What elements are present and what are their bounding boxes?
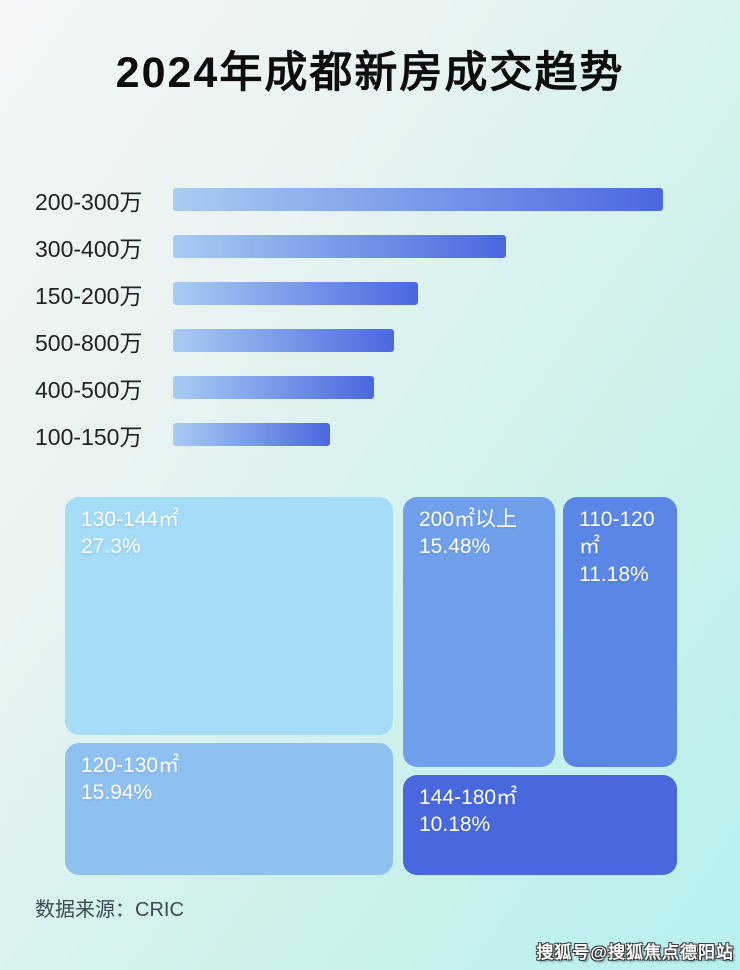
bar-track: [173, 329, 663, 352]
treemap-block-120-130: 120-130㎡ 15.94%: [65, 743, 393, 875]
bar-row: 500-800万: [35, 317, 705, 364]
treemap-block-144-180: 144-180㎡ 10.18%: [403, 775, 677, 875]
treemap-block-label: 130-144㎡: [81, 508, 180, 531]
treemap-block-110-120: 110-120㎡ 11.18%: [563, 497, 677, 767]
bar-category-label: 300-400万: [35, 235, 143, 262]
bar-row: 150-200万: [35, 270, 705, 317]
area-share-treemap: 130-144㎡ 27.3% 120-130㎡ 15.94% 200㎡以上 15…: [65, 497, 677, 875]
treemap-block-label: 144-180㎡: [419, 786, 518, 809]
bar-track: [173, 376, 663, 399]
bar-category-label: 100-150万: [35, 423, 143, 450]
bar-row: 100-150万: [35, 411, 705, 458]
page-title: 2024年成都新房成交趋势: [115, 49, 625, 97]
bar-100-150: [173, 423, 330, 446]
treemap-block-value: 27.3%: [81, 535, 141, 559]
bar-row: 400-500万: [35, 364, 705, 411]
bar-category-label: 150-200万: [35, 282, 143, 309]
bar-150-200: [173, 282, 418, 305]
bar-track: [173, 188, 663, 211]
treemap-block-130-144: 130-144㎡ 27.3%: [65, 497, 393, 735]
treemap-block-label: 120-130㎡: [81, 754, 180, 777]
bar-category-label: 500-800万: [35, 329, 143, 356]
bar-300-400: [173, 235, 507, 258]
treemap-block-label: 200㎡以上: [419, 508, 518, 531]
bar-500-800: [173, 329, 394, 352]
bar-200-300: [173, 188, 663, 211]
treemap-block-value: 15.48%: [419, 535, 491, 559]
treemap-block-200-plus: 200㎡以上 15.48%: [403, 497, 555, 767]
watermark: 搜狐号@搜狐焦点德阳站: [536, 943, 734, 962]
treemap-block-value: 11.18%: [579, 562, 649, 586]
bar-category-label: 200-300万: [35, 188, 143, 215]
treemap-block-label: 110-120㎡: [579, 508, 655, 559]
bar-category-label: 400-500万: [35, 376, 143, 403]
bar-row: 200-300万: [35, 176, 705, 223]
treemap-block-value: 15.94%: [81, 781, 153, 805]
bar-track: [173, 423, 663, 446]
bar-track: [173, 235, 663, 258]
bar-row: 300-400万: [35, 223, 705, 270]
price-range-bar-chart: 200-300万 300-400万 150-200万 500-800万 400-…: [35, 176, 705, 458]
treemap-block-value: 10.18%: [419, 813, 491, 837]
bar-track: [173, 282, 663, 305]
bar-400-500: [173, 376, 374, 399]
data-source-label: 数据来源：CRIC: [35, 899, 184, 921]
